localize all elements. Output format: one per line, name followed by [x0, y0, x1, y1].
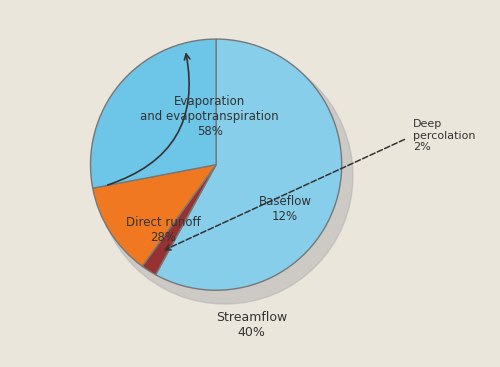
- Text: Evaporation
and evapotranspiration
58%: Evaporation and evapotranspiration 58%: [140, 95, 279, 138]
- Wedge shape: [142, 165, 216, 275]
- Text: Streamflow
40%: Streamflow 40%: [216, 312, 287, 339]
- Wedge shape: [90, 39, 216, 188]
- Text: Deep
percolation
2%: Deep percolation 2%: [414, 119, 476, 152]
- Text: Baseflow
12%: Baseflow 12%: [258, 195, 312, 223]
- Wedge shape: [156, 39, 342, 290]
- Wedge shape: [92, 165, 216, 266]
- Text: Direct runoff
28%: Direct runoff 28%: [126, 216, 200, 244]
- Circle shape: [97, 48, 353, 304]
